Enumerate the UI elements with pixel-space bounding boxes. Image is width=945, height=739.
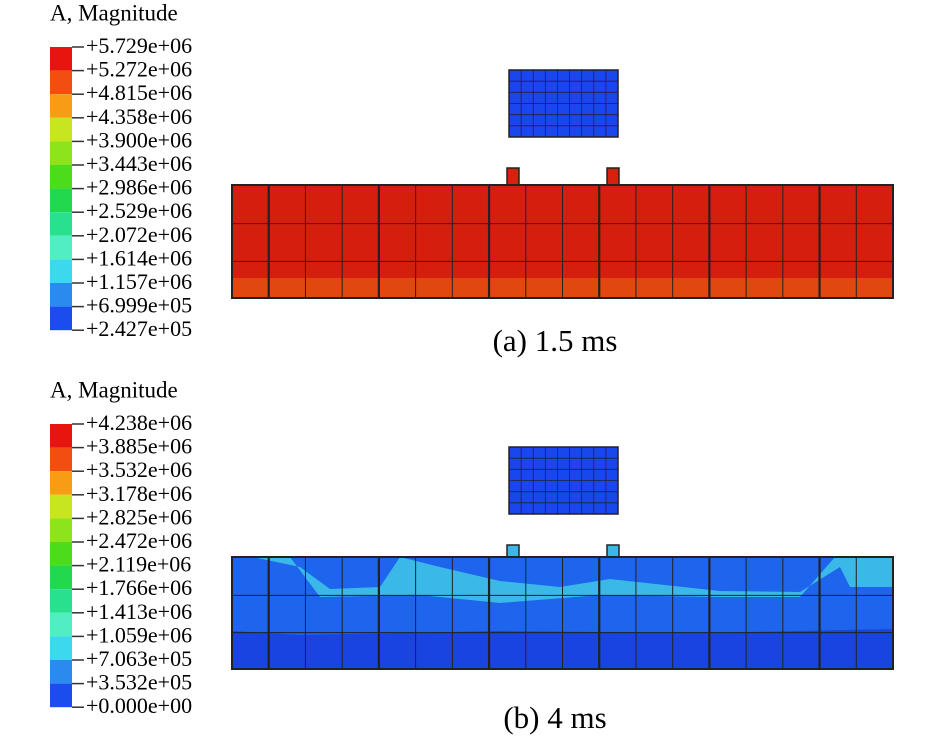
legend-label: +1.413e+06 — [86, 599, 192, 624]
legend-swatch — [50, 565, 72, 590]
legend-label: +2.986e+06 — [86, 175, 192, 200]
legend-label: +7.063e+05 — [86, 646, 192, 671]
legend-swatch — [50, 471, 72, 495]
legend-label: +4.815e+06 — [86, 80, 192, 105]
legend-swatch — [50, 235, 72, 260]
caption: (a) 1.5 ms — [493, 323, 618, 358]
legend-label: +2.472e+06 — [86, 528, 192, 553]
legend-label: +1.157e+06 — [86, 269, 192, 294]
legend-label: +1.766e+06 — [86, 575, 192, 600]
legend-swatch — [50, 94, 72, 118]
panel: A, Magnitude +5.729e+06+5.272e+06+4.815e+… — [50, 0, 894, 358]
legend-swatch — [50, 636, 72, 660]
legend-swatch — [50, 283, 72, 307]
legend-swatch — [50, 259, 72, 283]
legend-swatch — [50, 188, 72, 213]
legend-label: +3.532e+06 — [86, 457, 192, 482]
caption: (b) 4 ms — [503, 700, 606, 735]
legend-label: +3.178e+06 — [86, 481, 192, 506]
legend-label: +1.059e+06 — [86, 622, 192, 647]
support — [506, 167, 520, 186]
legend-swatch — [50, 212, 72, 236]
beam-outline — [231, 556, 894, 670]
legend-label: +5.272e+06 — [86, 57, 192, 82]
legend-swatch — [50, 447, 72, 472]
legend-label: +2.119e+06 — [86, 552, 191, 577]
legend-swatch — [50, 165, 72, 189]
legend-swatch — [50, 660, 72, 684]
legend-label: +5.729e+06 — [86, 33, 192, 58]
legend-swatch — [50, 494, 72, 519]
legend-label: +2.825e+06 — [86, 504, 192, 529]
legend-label: +2.072e+06 — [86, 222, 192, 247]
legend-label: +4.238e+06 — [86, 410, 192, 435]
legend-label: +6.999e+05 — [86, 293, 192, 318]
legend-swatch — [50, 117, 72, 142]
legend-swatch — [50, 141, 72, 165]
legend-swatch — [50, 518, 72, 542]
legend-label: +1.614e+06 — [86, 245, 192, 270]
legend-label: +3.532e+05 — [86, 670, 192, 695]
legend-label: +2.529e+06 — [86, 198, 192, 223]
legend-label: +3.900e+06 — [86, 127, 192, 152]
legend-swatch — [50, 70, 72, 95]
legend-label: +0.000e+00 — [86, 693, 192, 718]
legend-label: +4.358e+06 — [86, 104, 192, 129]
legend-swatch — [50, 47, 72, 71]
support — [606, 167, 620, 186]
legend-swatch — [50, 589, 72, 613]
legend-swatch — [50, 306, 72, 331]
legend-swatch — [50, 683, 72, 708]
legend-label: +2.427e+05 — [86, 316, 192, 341]
legend-swatch — [50, 612, 72, 637]
beam-outline — [231, 184, 894, 299]
legend-title: A, Magnitude — [50, 0, 178, 25]
legend-title: A, Magnitude — [50, 377, 178, 402]
legend-swatch — [50, 424, 72, 448]
legend-label: +3.443e+06 — [86, 151, 192, 176]
legend-swatch — [50, 542, 72, 566]
legend-label: +3.885e+06 — [86, 434, 192, 459]
beam-zone — [252, 557, 893, 603]
panel: A, Magnitude+4.238e+06+3.885e+06+3.532e+… — [50, 377, 894, 735]
